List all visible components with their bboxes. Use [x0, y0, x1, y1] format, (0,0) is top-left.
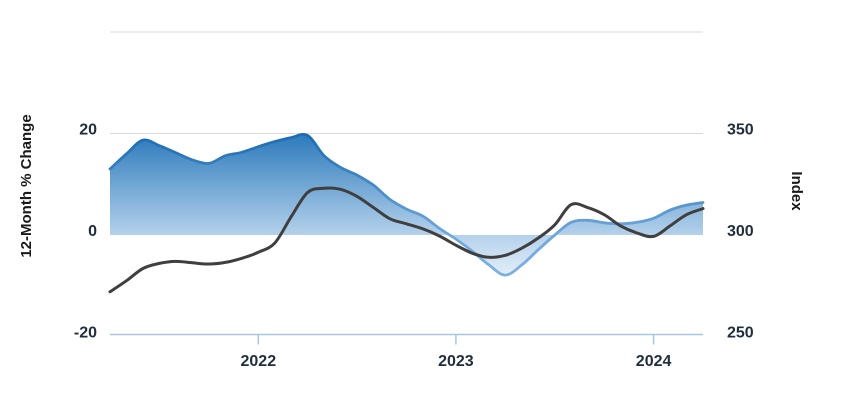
value-tick-label: 250 — [727, 325, 754, 342]
value-tick-label: 300 — [727, 223, 754, 240]
pct-change-area-fill — [110, 134, 703, 276]
pct-change-series-line — [108, 133, 705, 277]
value-tick-label: -20 — [74, 325, 97, 342]
x-tick-label: 2024 — [636, 353, 672, 370]
index-series-line — [108, 186, 705, 294]
x-axis-tick-marks — [257, 334, 655, 345]
left-axis-title: 12-Month % Change — [18, 114, 35, 257]
x-tick-label: 2022 — [241, 353, 277, 370]
left-axis-tick-labels: 20 0 -20 — [74, 122, 97, 342]
horizontal-gridlines — [110, 31, 703, 134]
x-axis-tick-labels: 2022 2023 2024 — [241, 353, 672, 370]
value-tick-label: 350 — [727, 122, 754, 139]
right-axis-title: Index — [788, 171, 805, 211]
right-axis-tick-labels: 350 300 250 — [727, 122, 754, 342]
value-tick-label: 20 — [79, 122, 97, 139]
x-tick-label: 2023 — [438, 353, 474, 370]
value-tick-label: 0 — [88, 223, 97, 240]
